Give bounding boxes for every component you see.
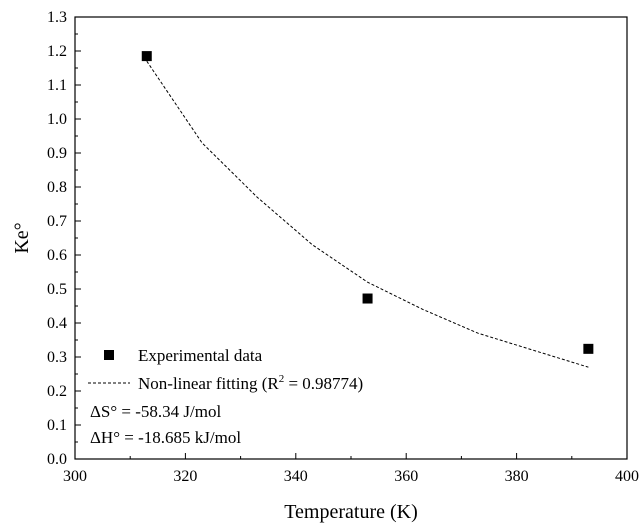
fit-layer: [146, 60, 589, 368]
legend-scatter-marker: [104, 350, 114, 360]
x-tick-label: 300: [63, 468, 87, 485]
x-tick-label: 360: [394, 468, 418, 485]
legend-scatter-label: Experimental data: [138, 346, 263, 365]
x-tick-label: 400: [615, 468, 639, 485]
data-point: [362, 293, 373, 304]
y-tick-label: 1.0: [47, 111, 67, 128]
y-tick-label: 0.7: [47, 213, 67, 230]
legend-fit-prefix: Non-linear fitting (R: [138, 374, 279, 393]
legend-fit-superscript: 2: [279, 373, 285, 385]
y-tick-label: 0.2: [47, 383, 67, 400]
legend-fit-suffix: = 0.98774): [284, 374, 363, 393]
y-tick-label: 0.9: [47, 145, 67, 162]
data-point: [583, 343, 594, 354]
legend-fit-label: Non-linear fitting (R2 = 0.98774): [138, 373, 363, 393]
x-axis-ticks: 300 320 340 360 380 400: [63, 453, 639, 485]
points-layer: [141, 51, 594, 354]
y-axis-ticks: 0.0 0.1 0.2 0.3 0.4 0.5 0.6 0.7 0.8 0.9 1.0 1.1 1.2 1…: [47, 9, 81, 468]
enthalpy-annotation: ΔH° = -18.685 kJ/mol: [90, 428, 241, 447]
fit-curve: [146, 60, 589, 368]
x-tick-label: 340: [284, 468, 308, 485]
x-tick-label: 320: [173, 468, 197, 485]
entropy-annotation: ΔS° = -58.34 J/mol: [90, 402, 221, 421]
y-tick-label: 1.1: [47, 77, 67, 94]
y-tick-label: 0.6: [47, 247, 67, 264]
x-axis-title: Temperature (K): [284, 501, 418, 523]
y-tick-label: 0.4: [47, 315, 67, 332]
y-tick-label: 0.0: [47, 451, 67, 468]
data-point: [141, 51, 152, 62]
y-axis-title: Ke°: [11, 222, 33, 253]
legend: Experimental data Non-linear fitting (R2…: [88, 346, 363, 393]
y-tick-label: 0.3: [47, 349, 67, 366]
y-tick-label: 0.5: [47, 281, 67, 298]
y-tick-label: 1.2: [47, 43, 67, 60]
y-tick-label: 0.8: [47, 179, 67, 196]
y-tick-label: 0.1: [47, 417, 67, 434]
x-tick-label: 380: [505, 468, 529, 485]
y-tick-label: 1.3: [47, 9, 67, 26]
